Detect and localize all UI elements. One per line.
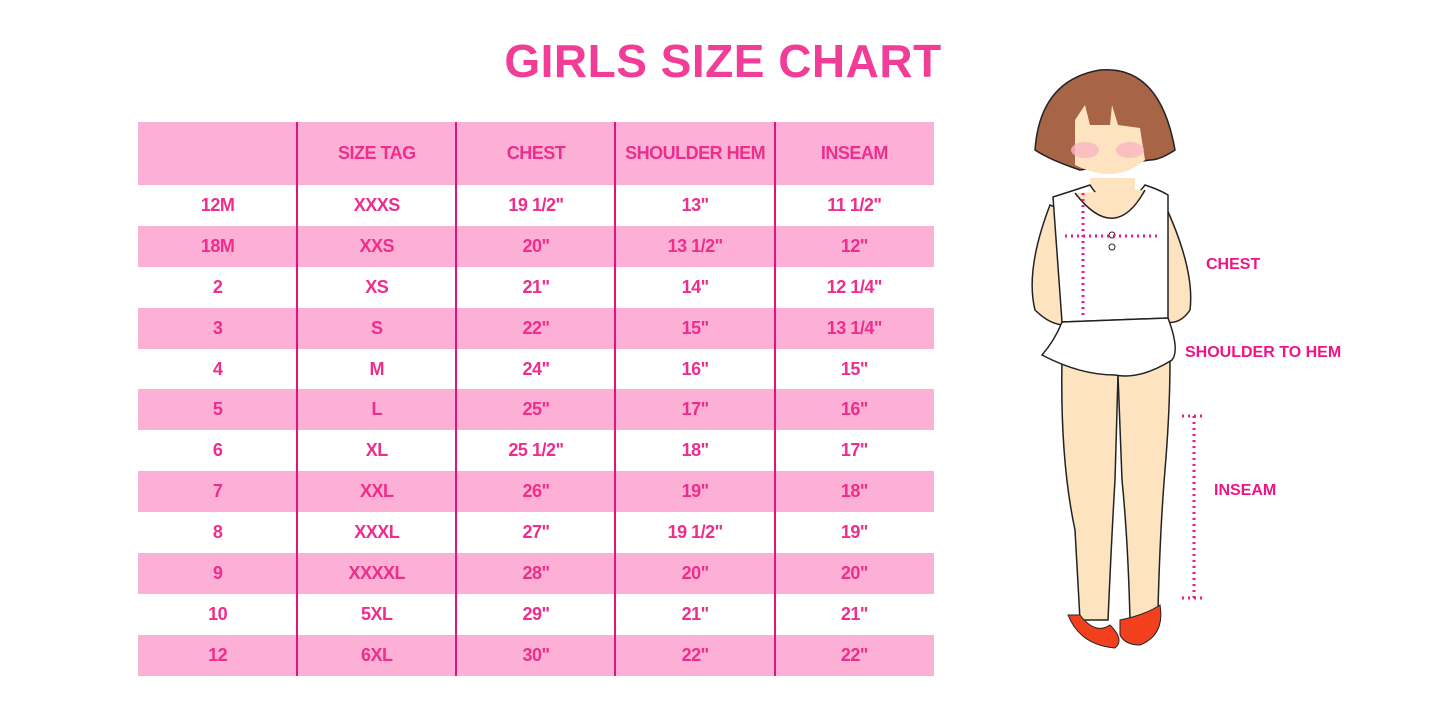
size-table: SIZE TAG CHEST SHOULDER HEM INSEAM 12M XX… bbox=[138, 122, 934, 676]
table-row: 7 XXL 26" 19" 18" bbox=[138, 471, 934, 513]
table-row: 6 XL 25 1/2" 18" 17" bbox=[138, 430, 934, 471]
value-cell: 27" bbox=[522, 522, 550, 543]
size-cell: 18M bbox=[200, 235, 235, 256]
value-cell: 19 1/2" bbox=[667, 522, 724, 543]
value-cell: 26" bbox=[522, 481, 550, 502]
value-cell: 6XL bbox=[361, 644, 393, 665]
table-row: 4 M 24" 16" 15" bbox=[138, 349, 934, 390]
value-cell: 21" bbox=[681, 603, 710, 624]
size-cell: 2 bbox=[212, 276, 223, 297]
table-row: 18M XXS 20" 13 1/2" 12" bbox=[138, 225, 934, 267]
value-cell: S bbox=[371, 317, 383, 338]
value-cell: 5XL bbox=[361, 603, 393, 624]
value-cell: 16" bbox=[681, 358, 710, 379]
value-cell: 17" bbox=[681, 399, 710, 420]
table-row: 3 S 22" 15" 13 1/4" bbox=[138, 307, 934, 349]
value-cell: 29" bbox=[522, 603, 550, 624]
value-cell: 24" bbox=[522, 358, 550, 379]
value-cell: 25" bbox=[522, 399, 550, 420]
value-cell: 22" bbox=[681, 644, 710, 665]
size-cell: 10 bbox=[208, 603, 228, 624]
value-cell: 17" bbox=[840, 440, 869, 461]
value-cell: 19" bbox=[840, 522, 869, 543]
size-cell: 5 bbox=[212, 399, 223, 420]
header-cell: SIZE TAG bbox=[337, 143, 416, 163]
size-cell: 12 bbox=[208, 644, 228, 665]
table-row: 12 6XL 30" 22" 22" bbox=[138, 634, 934, 676]
header-cell: CHEST bbox=[506, 143, 566, 163]
value-cell: 22" bbox=[522, 317, 550, 338]
value-cell: 13 1/2" bbox=[667, 235, 724, 256]
value-cell: XXXXL bbox=[348, 562, 406, 583]
value-cell: XXL bbox=[360, 481, 394, 502]
value-cell: 14" bbox=[681, 276, 710, 297]
value-cell: 25 1/2" bbox=[508, 440, 564, 461]
value-cell: L bbox=[371, 399, 383, 420]
header-cell: SHOULDER HEM bbox=[625, 143, 766, 163]
girl-figure bbox=[1031, 69, 1202, 649]
column-divider bbox=[455, 122, 457, 676]
chest-label: CHEST bbox=[1206, 256, 1261, 273]
size-cell: 7 bbox=[212, 481, 223, 502]
size-cell: 4 bbox=[212, 358, 223, 379]
page-title: GIRLS SIZE CHART bbox=[504, 35, 942, 87]
value-cell: 30" bbox=[522, 644, 550, 665]
value-cell: 13 1/4" bbox=[826, 317, 883, 338]
value-cell: XXS bbox=[359, 235, 395, 256]
header-cell: INSEAM bbox=[820, 143, 889, 163]
value-cell: 20" bbox=[840, 562, 869, 583]
value-cell: 18" bbox=[840, 481, 869, 502]
column-divider bbox=[296, 122, 298, 676]
value-cell: 15" bbox=[840, 358, 869, 379]
value-cell: 19 1/2" bbox=[508, 194, 564, 215]
value-cell: 19" bbox=[681, 481, 710, 502]
value-cell: 11 1/2" bbox=[827, 194, 882, 215]
value-cell: XL bbox=[365, 440, 389, 461]
table-row: 10 5XL 29" 21" 21" bbox=[138, 594, 934, 635]
column-divider bbox=[774, 122, 776, 676]
value-cell: 22" bbox=[840, 644, 869, 665]
value-cell: XXXS bbox=[353, 194, 401, 215]
table-row: 5 L 25" 17" 16" bbox=[138, 389, 934, 431]
value-cell: M bbox=[369, 358, 385, 379]
value-cell: 13" bbox=[681, 194, 710, 215]
value-cell: 28" bbox=[522, 562, 550, 583]
value-cell: 12" bbox=[840, 235, 869, 256]
shoulder-to-hem-label: SHOULDER TO HEM bbox=[1185, 344, 1342, 361]
measurement-illustration: CHEST SHOULDER TO HEM INSEAM bbox=[1020, 60, 1380, 675]
inseam-label: INSEAM bbox=[1214, 482, 1277, 499]
table-row: 2 XS 21" 14" 12 1/4" bbox=[138, 267, 934, 308]
size-cell: 3 bbox=[212, 317, 223, 338]
table-row: 8 XXXL 27" 19 1/2" 19" bbox=[138, 512, 934, 553]
value-cell: 21" bbox=[840, 603, 869, 624]
column-divider bbox=[614, 122, 616, 676]
value-cell: 15" bbox=[681, 317, 710, 338]
value-cell: XXXL bbox=[354, 522, 400, 543]
size-cell: 8 bbox=[212, 522, 223, 543]
value-cell: 20" bbox=[681, 562, 710, 583]
size-cell: 12M bbox=[200, 194, 235, 215]
size-cell: 9 bbox=[212, 562, 223, 583]
size-cell: 6 bbox=[212, 440, 223, 461]
value-cell: 20" bbox=[522, 235, 550, 256]
table-row: 9 XXXXL 28" 20" 20" bbox=[138, 553, 934, 594]
table-row: 12M XXXS 19 1/2" 13" 11 1/2" bbox=[138, 185, 934, 226]
value-cell: XS bbox=[365, 276, 389, 297]
value-cell: 21" bbox=[522, 276, 550, 297]
table-header: SIZE TAG CHEST SHOULDER HEM INSEAM bbox=[138, 122, 934, 185]
value-cell: 18" bbox=[681, 440, 710, 461]
value-cell: 16" bbox=[840, 399, 869, 420]
value-cell: 12 1/4" bbox=[826, 276, 883, 297]
